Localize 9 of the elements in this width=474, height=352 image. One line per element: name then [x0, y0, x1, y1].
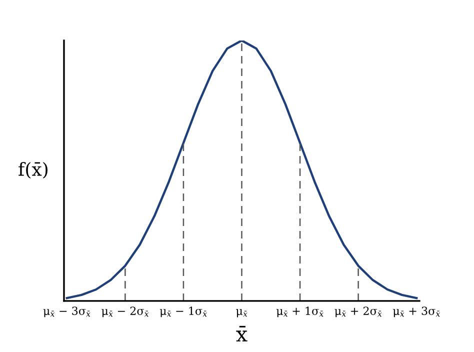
- x-tick-label: μ$_{x̄}$ − 1σ$_{x̄}$: [160, 306, 207, 318]
- y-axis-title: f(x̄): [18, 162, 48, 179]
- x-tick-label: μ$_{x̄}$ + 3σ$_{x̄}$: [393, 306, 440, 318]
- x-tick-label: μ$_{x̄}$ − 2σ$_{x̄}$: [102, 306, 149, 318]
- x-tick-label: μ$_{x̄}$ + 2σ$_{x̄}$: [334, 306, 382, 318]
- x-tick-label: μ$_{x̄}$: [236, 309, 248, 318]
- x-axis-title: x̄: [236, 326, 248, 342]
- x-tick-label: μ$_{x̄}$ − 3σ$_{x̄}$: [43, 306, 90, 318]
- x-tick-label: μ$_{x̄}$ + 1σ$_{x̄}$: [276, 306, 324, 318]
